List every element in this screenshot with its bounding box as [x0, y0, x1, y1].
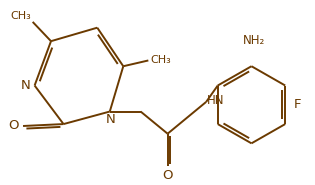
Text: NH₂: NH₂: [243, 34, 266, 47]
Text: CH₃: CH₃: [10, 11, 31, 21]
Text: HN: HN: [207, 94, 225, 107]
Text: CH₃: CH₃: [150, 56, 171, 65]
Text: F: F: [294, 98, 301, 111]
Text: N: N: [106, 113, 116, 127]
Text: N: N: [21, 79, 31, 92]
Text: O: O: [162, 169, 173, 182]
Text: O: O: [9, 120, 19, 132]
